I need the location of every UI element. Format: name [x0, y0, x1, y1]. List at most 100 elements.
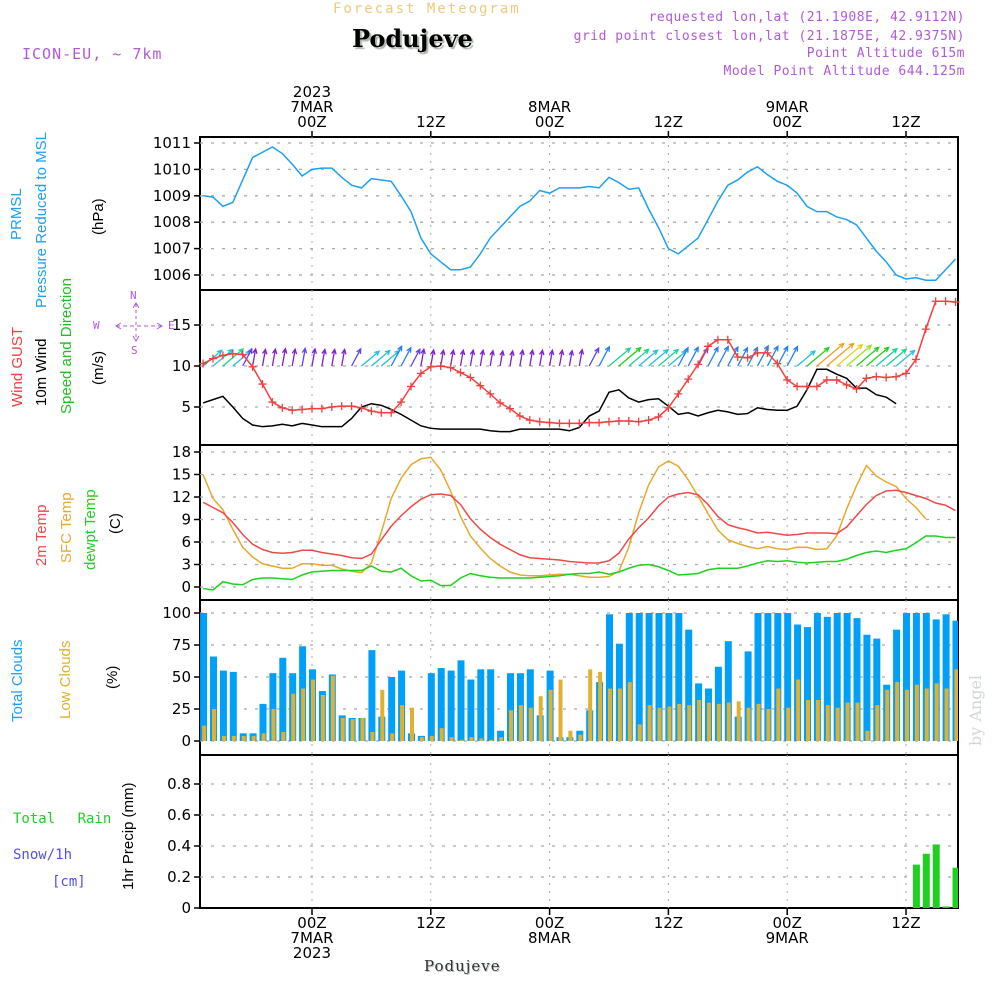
time-label-line: 12Z: [653, 914, 684, 932]
total-cloud-bar: [625, 613, 633, 741]
total-cloud-bar: [833, 613, 841, 741]
panel-frame: [199, 136, 959, 291]
wind-arrow: [598, 346, 610, 367]
label-snow-unit: [cm]: [52, 874, 86, 890]
low-cloud-bar: [429, 735, 434, 741]
low-cloud-bar: [895, 682, 900, 741]
y-tick-label: 1011: [153, 134, 191, 152]
gust-marker: [624, 416, 633, 425]
wind10m-line: [202, 368, 897, 433]
wind-arrow-head: [440, 348, 446, 356]
wind-arrow: [875, 348, 898, 367]
low-cloud-bar: [786, 707, 791, 741]
total-cloud-bar: [665, 613, 673, 741]
gust-marker: [506, 404, 514, 413]
wind-arrow-head: [449, 348, 456, 356]
low-cloud-bar: [489, 739, 494, 741]
wind-arrow: [449, 350, 455, 367]
y-tick-label: 100: [162, 604, 191, 622]
total-cloud-bar: [744, 651, 752, 741]
rain-bar: [942, 906, 950, 908]
time-label-line: 7MAR: [290, 929, 334, 947]
wind-arrow: [529, 350, 534, 367]
low-cloud-bar: [528, 707, 533, 741]
wind-arrow-head: [261, 348, 268, 355]
wind-arrow-head: [693, 345, 699, 353]
gust-marker: [842, 380, 851, 389]
gust-marker: [416, 369, 425, 378]
wind-arrow-head: [489, 349, 495, 356]
wind-arrow: [776, 346, 789, 367]
time-label-line: 12Z: [891, 113, 921, 131]
time-label-line: 00Z: [297, 113, 327, 131]
y-tick-label: 1010: [153, 160, 191, 178]
gust-marker: [832, 375, 841, 384]
gust-marker: [892, 372, 901, 381]
pressure-line: [203, 146, 957, 282]
low-cloud-bar: [736, 701, 741, 741]
y-tick-label: 0: [181, 899, 191, 917]
low-cloud-bar: [469, 737, 474, 741]
wind-arrow: [667, 350, 687, 367]
wind-arrow: [727, 346, 739, 367]
wind-arrow-head: [733, 345, 739, 353]
wind-arrow: [370, 350, 391, 367]
gust-marker: [803, 382, 811, 391]
gust-marker: [377, 408, 386, 417]
wind-arrow-head: [459, 348, 466, 356]
low-cloud-bar: [320, 694, 325, 741]
wind-arrow-head: [873, 346, 880, 353]
wind-arrow-head: [663, 348, 670, 355]
time-label-line: 12Z: [416, 113, 446, 131]
time-label: 12Z: [891, 916, 920, 931]
total-cloud-bar: [259, 703, 267, 741]
wind-arrow-head: [793, 345, 799, 352]
gust-marker: [654, 412, 663, 421]
low-cloud-bar: [568, 730, 573, 741]
low-cloud-bar: [241, 735, 246, 741]
low-cloud-bar: [598, 671, 603, 741]
total-cloud-bar: [764, 613, 772, 741]
wind-arrow: [400, 347, 412, 367]
wind-arrow-head: [341, 348, 347, 355]
low-cloud-bar: [558, 679, 563, 741]
gust-marker: [664, 403, 673, 412]
wind-arrow-head: [578, 348, 585, 355]
wind-arrow: [628, 348, 650, 367]
low-cloud-bar: [914, 684, 919, 741]
wind-arrow: [351, 348, 362, 367]
gust-marker: [357, 403, 366, 412]
time-label-line: 00Z: [772, 914, 802, 932]
wind-arrow: [658, 349, 679, 367]
low-cloud-bar: [726, 702, 731, 741]
gust-marker: [812, 382, 821, 391]
rain-bar: [932, 844, 940, 908]
low-cloud-bar: [548, 689, 553, 741]
gust-marker: [723, 335, 732, 344]
time-label-line: 12Z: [653, 113, 684, 131]
low-cloud-bar: [291, 693, 296, 741]
wind-arrow: [786, 346, 799, 367]
y-tick-label: 6: [181, 533, 191, 551]
wind-arrow-head: [723, 345, 729, 352]
low-cloud-bar: [509, 710, 513, 741]
low-cloud-bar: [944, 688, 949, 741]
low-cloud-bar: [449, 737, 454, 741]
gust-marker: [199, 359, 208, 368]
gust-marker: [575, 419, 584, 428]
time-label-line: 00Z: [534, 914, 565, 932]
low-cloud-bar: [350, 719, 355, 741]
y-tick-label: 9: [181, 511, 191, 529]
time-label-line: 12Z: [891, 914, 921, 932]
low-cloud-bar: [875, 705, 880, 741]
wind-arrow-head: [909, 349, 916, 356]
low-cloud-bar: [479, 738, 484, 741]
low-cloud-bar: [776, 688, 781, 741]
total-cloud-bar: [873, 638, 881, 741]
low-cloud-bar: [400, 705, 405, 741]
wind-arrow: [707, 346, 719, 367]
y-tick-label: 25: [172, 700, 191, 718]
wind-arrow-head: [499, 349, 505, 357]
time-label-line: 7MAR: [290, 98, 334, 116]
wind-arrow-head: [635, 346, 642, 353]
